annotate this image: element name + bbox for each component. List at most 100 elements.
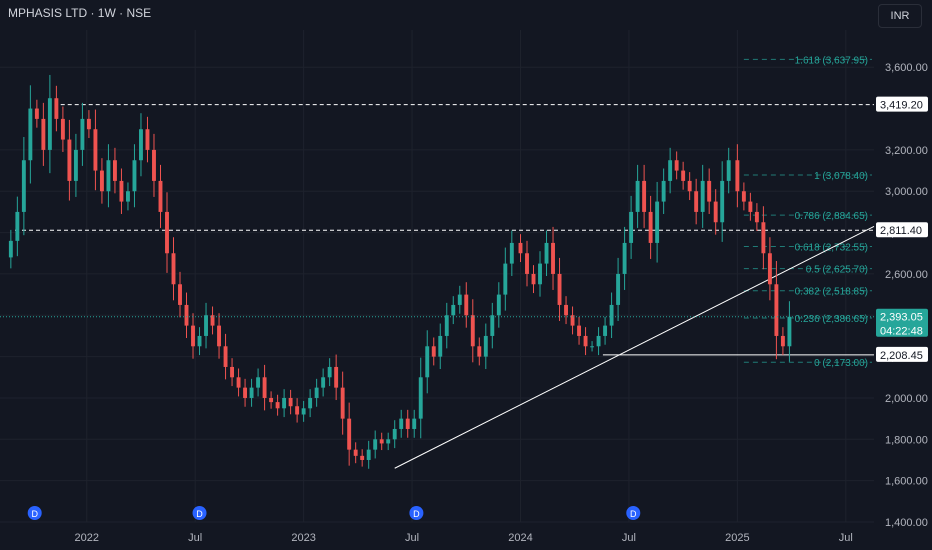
candle-body [726, 160, 731, 181]
dividend-marker-circle [409, 506, 424, 520]
candle-body [787, 316, 792, 347]
x-tick-label: 2025 [725, 532, 749, 544]
candle-body [551, 242, 555, 274]
candle-body [674, 160, 679, 171]
candle [538, 251, 542, 297]
candle [503, 247, 508, 311]
candle [451, 296, 456, 325]
candle [687, 172, 692, 201]
candle-body [761, 222, 766, 254]
candle [288, 389, 293, 415]
candle [700, 164, 705, 228]
candle [425, 330, 430, 394]
candle [145, 116, 150, 163]
candle-body [412, 418, 417, 429]
y-tick-label: 3,600.00 [885, 62, 928, 74]
candle [557, 257, 562, 321]
candle [735, 144, 740, 208]
dividend-marker: D [27, 506, 42, 520]
candle [191, 313, 195, 359]
candle-body [67, 139, 72, 181]
candle [366, 440, 371, 469]
candle [275, 394, 280, 416]
currency-button[interactable]: INR [878, 4, 922, 28]
candle-body [518, 242, 523, 254]
candle-body [564, 304, 568, 316]
candle [761, 206, 766, 270]
fib-level-label: 0.786 (2,884.65) [795, 211, 868, 222]
candle [314, 378, 319, 407]
candle-body [425, 346, 430, 378]
candle [483, 323, 488, 370]
candle-body [444, 315, 449, 336]
candle-body [269, 397, 274, 403]
candle [444, 302, 449, 349]
candle-body [360, 455, 365, 460]
level-price-tag-bg [876, 96, 928, 112]
candle [230, 358, 235, 387]
candle-body [106, 160, 111, 192]
candle-body [34, 108, 39, 119]
candle-body [158, 180, 163, 212]
candle-body [655, 201, 660, 243]
x-tick-label: 2022 [75, 532, 99, 544]
candle [681, 161, 686, 190]
candle-body [557, 273, 562, 305]
candle-body [119, 180, 124, 202]
candle-body [80, 118, 85, 150]
candle [518, 234, 523, 263]
dividend-marker-circle [626, 506, 641, 520]
support-price-tag-bg [876, 346, 928, 362]
candle-body [93, 129, 98, 171]
x-tick-label: Jul [188, 532, 202, 544]
candle [780, 327, 785, 356]
candle [720, 161, 725, 242]
candle [609, 292, 614, 339]
candle-body [707, 180, 712, 202]
candle [152, 133, 156, 197]
candle [8, 229, 13, 269]
candle [353, 442, 358, 464]
candle [713, 189, 718, 235]
candle-body [490, 315, 495, 336]
candle-body [418, 377, 423, 419]
last-price-tag-countdown: 04:22:48 [880, 326, 923, 338]
x-tick-label: Jul [839, 532, 853, 544]
candle [373, 430, 378, 459]
y-tick-label: 1,800.00 [885, 434, 928, 446]
candle-body [577, 325, 582, 336]
last-price-tag-bg [876, 308, 928, 337]
candle [54, 85, 59, 132]
candle [308, 389, 313, 418]
last-price-tag: 2,393.05 [880, 312, 923, 324]
candle [340, 371, 345, 435]
candle-body [754, 211, 759, 223]
candle [28, 85, 33, 184]
y-tick-label: 1,400.00 [885, 517, 928, 529]
candle-body [210, 315, 215, 326]
candle [47, 74, 52, 174]
candle-body [477, 346, 482, 357]
candle-body [301, 408, 306, 415]
x-tick-label: Jul [405, 532, 419, 544]
candle [210, 306, 215, 335]
candle [67, 119, 72, 201]
candle [360, 449, 365, 467]
candle-body [694, 191, 699, 212]
dividend-marker-label: D [31, 509, 38, 519]
candle-body [165, 211, 169, 254]
candle-body [86, 118, 91, 130]
candle [126, 182, 130, 211]
candle [525, 240, 529, 287]
candle-body [295, 406, 300, 415]
candle [139, 113, 143, 177]
candle [496, 282, 501, 328]
fib-level-label: 1 (3,078.40) [814, 171, 868, 182]
candle-body [622, 242, 627, 274]
candle-body [236, 377, 241, 388]
candle-body [126, 191, 130, 202]
candle [301, 400, 306, 422]
candle-body [525, 253, 529, 274]
